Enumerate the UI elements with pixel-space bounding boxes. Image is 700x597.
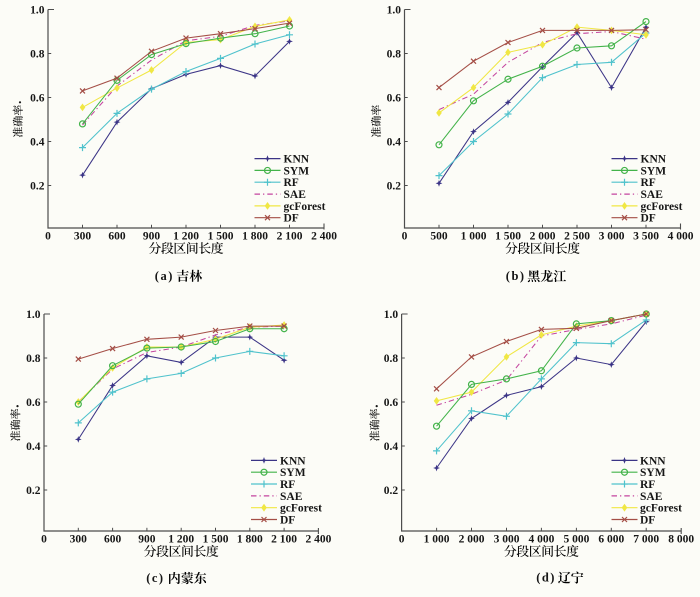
svg-text:2 100: 2 100 <box>277 231 303 243</box>
svg-text:SAE: SAE <box>640 491 663 503</box>
svg-text:3 500: 3 500 <box>633 231 659 243</box>
svg-text:RF: RF <box>284 177 299 189</box>
svg-text:1 800: 1 800 <box>237 534 263 546</box>
svg-text:0.6: 0.6 <box>26 397 41 409</box>
svg-text:1 200: 1 200 <box>173 231 199 243</box>
svg-text:300: 300 <box>74 231 92 243</box>
svg-text:(d): (d) <box>536 571 556 585</box>
svg-text:0.4: 0.4 <box>26 441 41 453</box>
svg-text:0.2: 0.2 <box>384 485 399 497</box>
svg-text:2 400: 2 400 <box>305 534 331 546</box>
svg-text:2 000: 2 000 <box>530 231 556 243</box>
svg-text:KNN: KNN <box>280 455 306 467</box>
svg-text:0: 0 <box>399 534 405 546</box>
svg-text:DF: DF <box>280 515 295 527</box>
svg-text:0.4: 0.4 <box>384 441 399 453</box>
svg-text:0.6: 0.6 <box>30 93 45 105</box>
svg-text:600: 600 <box>108 231 126 243</box>
svg-text:1.0: 1.0 <box>387 5 402 17</box>
svg-text:2 500: 2 500 <box>564 231 590 243</box>
svg-text:SYM: SYM <box>284 165 310 177</box>
svg-text:(a): (a) <box>155 269 174 283</box>
svg-text:0.2: 0.2 <box>26 485 41 497</box>
svg-text:5 000: 5 000 <box>563 534 589 546</box>
svg-text:300: 300 <box>70 534 88 546</box>
svg-text:0: 0 <box>45 231 51 243</box>
svg-text:SYM: SYM <box>641 165 667 177</box>
svg-text:0.6: 0.6 <box>384 397 399 409</box>
svg-text:4 000: 4 000 <box>668 231 694 243</box>
svg-text:1.0: 1.0 <box>384 309 399 321</box>
svg-text:DF: DF <box>640 515 655 527</box>
svg-text:1 000: 1 000 <box>461 231 487 243</box>
svg-text:2 100: 2 100 <box>271 534 297 546</box>
svg-text:1 000: 1 000 <box>424 534 450 546</box>
svg-text:0.2: 0.2 <box>387 181 402 193</box>
svg-text:1 500: 1 500 <box>203 534 229 546</box>
svg-text:RF: RF <box>640 479 655 491</box>
svg-text:0: 0 <box>402 231 408 243</box>
svg-text:gcForest: gcForest <box>640 503 682 515</box>
svg-text:500: 500 <box>430 231 448 243</box>
svg-text:1 200: 1 200 <box>168 534 194 546</box>
svg-text:0.8: 0.8 <box>26 353 41 365</box>
svg-text:gcForest: gcForest <box>641 201 683 213</box>
svg-text:0.2: 0.2 <box>30 181 45 193</box>
svg-text:SAE: SAE <box>280 491 303 503</box>
svg-text:DF: DF <box>284 213 299 225</box>
svg-text:900: 900 <box>138 534 156 546</box>
svg-text:SAE: SAE <box>284 189 307 201</box>
svg-text:0.8: 0.8 <box>30 49 45 61</box>
svg-text:KNN: KNN <box>284 154 310 166</box>
svg-text:7 000: 7 000 <box>633 534 659 546</box>
svg-text:gcForest: gcForest <box>280 503 322 515</box>
svg-text:KNN: KNN <box>640 455 666 467</box>
svg-text:gcForest: gcForest <box>284 201 326 213</box>
svg-text:3 000: 3 000 <box>599 231 625 243</box>
svg-text:(b): (b) <box>506 269 526 283</box>
svg-text:SAE: SAE <box>641 189 664 201</box>
svg-text:2 000: 2 000 <box>459 534 485 546</box>
svg-text:0.4: 0.4 <box>387 137 402 149</box>
svg-text:900: 900 <box>143 231 161 243</box>
svg-text:1 800: 1 800 <box>242 231 268 243</box>
svg-text:0: 0 <box>41 534 47 546</box>
svg-text:0.8: 0.8 <box>384 353 399 365</box>
svg-text:0.6: 0.6 <box>387 93 402 105</box>
svg-text:RF: RF <box>641 177 656 189</box>
svg-text:SYM: SYM <box>640 467 666 479</box>
svg-text:4 000: 4 000 <box>528 534 554 546</box>
svg-text:8 000: 8 000 <box>668 534 694 546</box>
svg-text:(c): (c) <box>146 571 164 585</box>
svg-text:KNN: KNN <box>641 154 667 166</box>
svg-text:DF: DF <box>641 213 656 225</box>
svg-text:SYM: SYM <box>280 467 306 479</box>
svg-text:1 500: 1 500 <box>208 231 234 243</box>
svg-text:600: 600 <box>104 534 122 546</box>
svg-text:0.8: 0.8 <box>387 49 402 61</box>
svg-text:RF: RF <box>280 479 295 491</box>
svg-text:1.0: 1.0 <box>30 5 45 17</box>
svg-text:3 000: 3 000 <box>494 534 520 546</box>
svg-text:2 400: 2 400 <box>311 231 337 243</box>
svg-text:6 000: 6 000 <box>598 534 624 546</box>
svg-text:1 500: 1 500 <box>495 231 521 243</box>
svg-text:1.0: 1.0 <box>26 309 41 321</box>
svg-text:0.4: 0.4 <box>30 137 45 149</box>
